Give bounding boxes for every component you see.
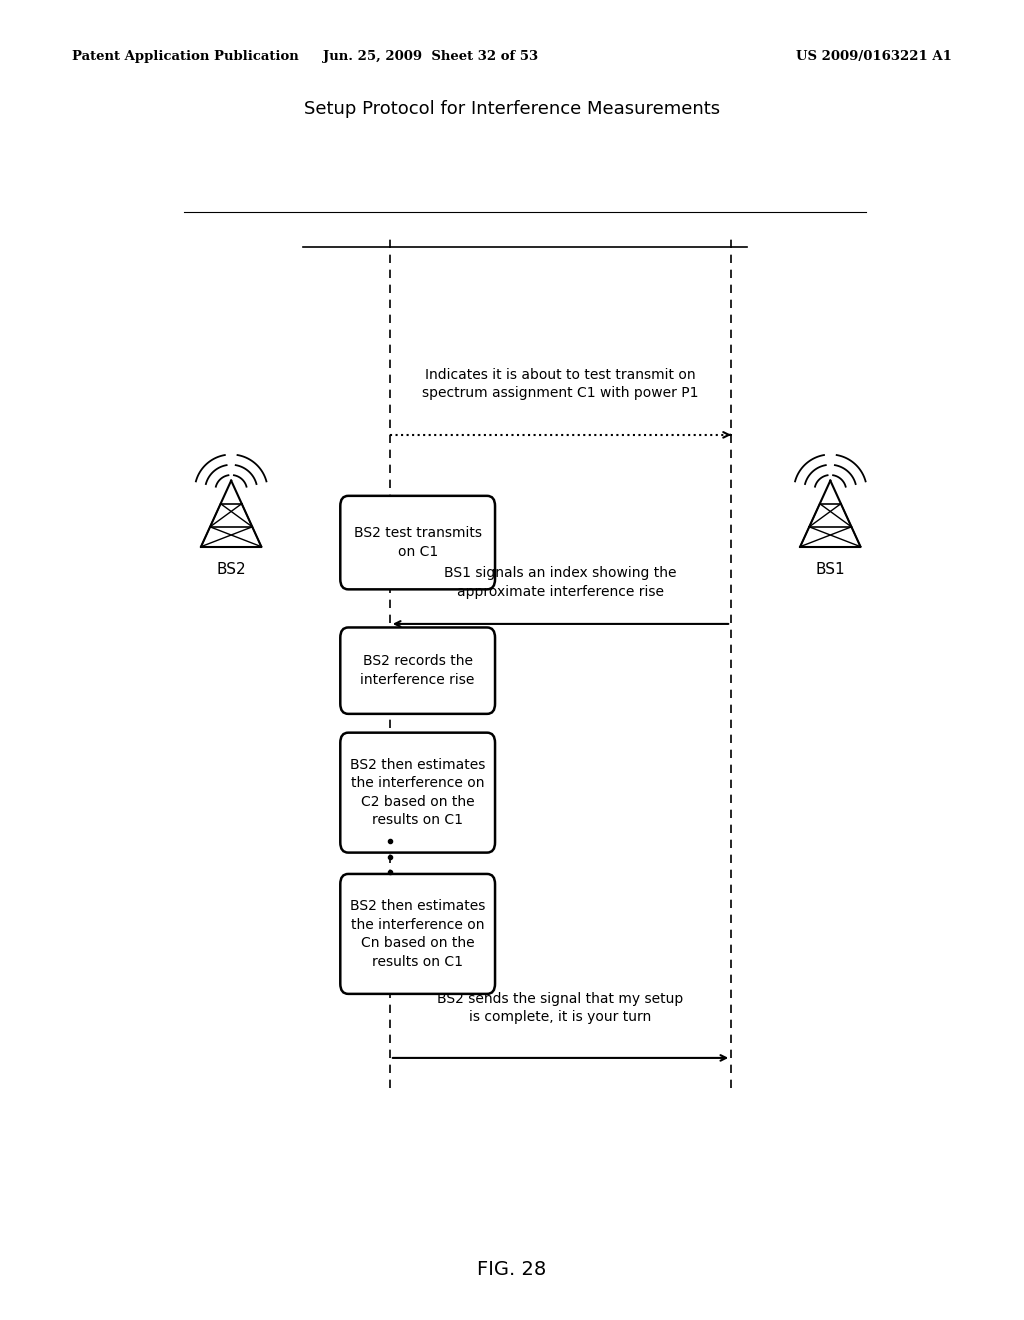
FancyBboxPatch shape (340, 496, 495, 589)
FancyBboxPatch shape (340, 733, 495, 853)
Text: BS1 signals an index showing the
approximate interference rise: BS1 signals an index showing the approxi… (444, 566, 677, 598)
Text: BS2 test transmits
on C1: BS2 test transmits on C1 (353, 527, 481, 558)
Text: BS1: BS1 (815, 562, 845, 577)
Text: BS2: BS2 (216, 562, 246, 577)
Text: BS2 sends the signal that my setup
is complete, it is your turn: BS2 sends the signal that my setup is co… (437, 991, 684, 1024)
Text: Patent Application Publication: Patent Application Publication (72, 50, 298, 63)
Text: BS2 then estimates
the interference on
C2 based on the
results on C1: BS2 then estimates the interference on C… (350, 758, 485, 828)
Text: FIG. 28: FIG. 28 (477, 1261, 547, 1279)
Text: US 2009/0163221 A1: US 2009/0163221 A1 (797, 50, 952, 63)
Text: BS2 then estimates
the interference on
Cn based on the
results on C1: BS2 then estimates the interference on C… (350, 899, 485, 969)
Text: Jun. 25, 2009  Sheet 32 of 53: Jun. 25, 2009 Sheet 32 of 53 (323, 50, 538, 63)
FancyBboxPatch shape (340, 627, 495, 714)
Text: BS2 records the
interference rise: BS2 records the interference rise (360, 655, 475, 686)
Text: Indicates it is about to test transmit on
spectrum assignment C1 with power P1: Indicates it is about to test transmit o… (422, 368, 698, 400)
FancyBboxPatch shape (340, 874, 495, 994)
Text: Setup Protocol for Interference Measurements: Setup Protocol for Interference Measurem… (304, 100, 720, 119)
